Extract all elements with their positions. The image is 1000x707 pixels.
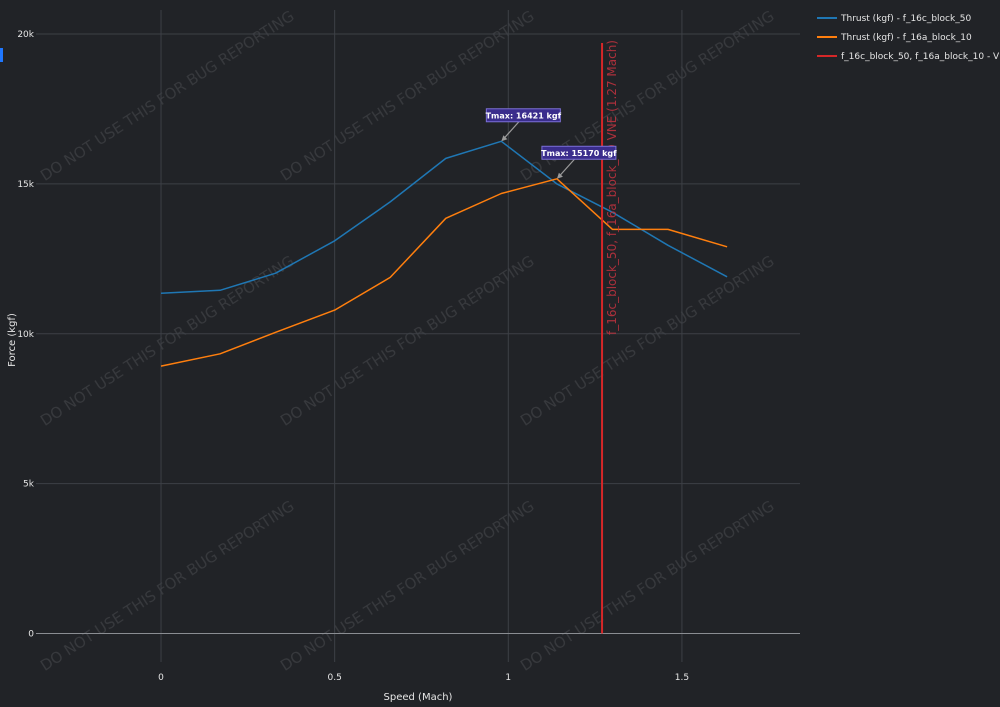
vne-layer: f_16c_block_50, f_16a_block_10 VNE (1.27…	[601, 40, 619, 634]
watermark-text: DO NOT USE THIS FOR BUG REPORTING	[517, 497, 777, 675]
annotations-layer: Tmax: 16421 kgf Tmax: 15170 kgf	[485, 108, 617, 179]
tick-labels: 0 0.5 1 1.5 0 5k 10k 15k 20k	[17, 30, 689, 683]
legend-label: f_16c_block_50, f_16a_block_10 - VNE	[841, 52, 1000, 62]
side-marker	[0, 48, 3, 62]
x-tick-label: 1.5	[675, 673, 689, 683]
legend-item-1[interactable]: Thrust (kgf) - f_16c_block_50	[817, 14, 971, 24]
y-axis-title: Force (kgf)	[7, 313, 18, 367]
legend-label: Thrust (kgf) - f_16a_block_10	[840, 33, 972, 43]
x-tick-label: 1	[505, 673, 511, 683]
annotation-box	[485, 108, 561, 123]
y-tick-label: 5k	[23, 480, 35, 490]
x-tick-label: 0.5	[327, 673, 341, 683]
series-line-2	[160, 178, 728, 367]
watermark-text: DO NOT USE THIS FOR BUG REPORTING	[37, 497, 297, 675]
legend-item-3[interactable]: f_16c_block_50, f_16a_block_10 - VNE	[817, 52, 1000, 62]
watermark-text: DO NOT USE THIS FOR BUG REPORTING	[277, 497, 537, 675]
series-line-1	[160, 140, 728, 295]
series-layer	[160, 140, 728, 367]
legend[interactable]: Thrust (kgf) - f_16c_block_50 Thrust (kgf…	[817, 14, 1000, 62]
watermark-text: DO NOT USE THIS FOR BUG REPORTING	[517, 252, 777, 430]
y-tick-label: 15k	[17, 180, 34, 190]
annotation-label: Tmax: 15170 kgf	[541, 149, 617, 158]
x-tick-label: 0	[158, 673, 164, 683]
y-tick-label: 0	[28, 630, 34, 640]
y-tick-label: 10k	[17, 330, 34, 340]
legend-item-2[interactable]: Thrust (kgf) - f_16a_block_10	[817, 33, 972, 43]
annotation-arrowhead	[556, 172, 563, 179]
grid-lines	[36, 10, 800, 662]
annotation-label: Tmax: 16421 kgf	[486, 111, 562, 120]
annotation-arrowhead	[501, 135, 508, 142]
legend-label: Thrust (kgf) - f_16c_block_50	[840, 14, 971, 24]
annotation-box	[541, 145, 617, 160]
x-axis-title: Speed (Mach)	[384, 692, 453, 703]
annotation-arrow	[501, 120, 520, 141]
watermark-text: DO NOT USE THIS FOR BUG REPORTING	[277, 252, 537, 430]
vne-line-label: f_16c_block_50, f_16a_block_10 VNE (1.27…	[605, 40, 619, 335]
y-tick-label: 20k	[17, 30, 34, 40]
